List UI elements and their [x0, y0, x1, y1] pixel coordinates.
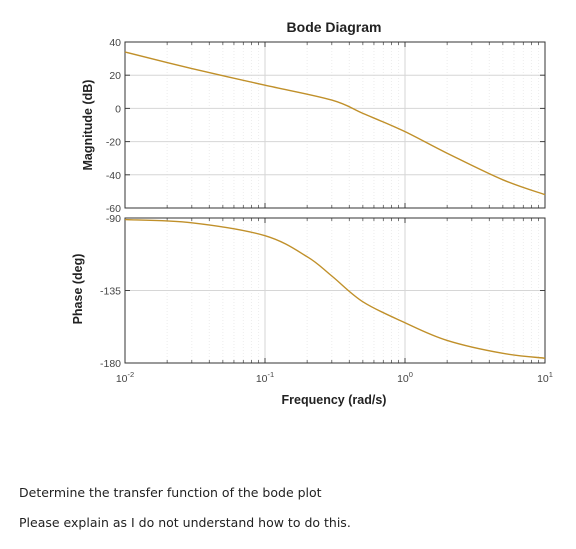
magnitude-y-tick-label: -60	[106, 203, 121, 215]
phase-y-tick-label: -180	[100, 358, 121, 370]
magnitude-axes-box	[124, 41, 546, 209]
magnitude-plot-area	[125, 42, 545, 208]
phase-y-tick-label: -135	[100, 286, 121, 298]
frequency-axis-label: Frequency (rad/s)	[282, 393, 387, 407]
question-line-1: Determine the transfer function of the b…	[19, 485, 322, 500]
phase-series-line	[124, 218, 546, 359]
magnitude-y-tick-label: -20	[106, 137, 121, 149]
magnitude-y-tick-label: 20	[109, 70, 121, 82]
phase-axes-box	[124, 217, 546, 364]
magnitude-y-tick-label: 40	[109, 37, 121, 49]
magnitude-series-line	[124, 51, 546, 196]
magnitude-axis-label: Magnitude (dB)	[81, 80, 95, 171]
magnitude-y-tick-label: 0	[115, 103, 121, 115]
magnitude-y-tick-label: -40	[106, 170, 121, 182]
chart-title: Bode Diagram	[287, 19, 382, 35]
x-tick-label: 10-1	[256, 370, 274, 385]
bode-plot: Bode Diagram Magnitude (dB) Phase (deg) …	[71, 19, 553, 407]
phase-axis-label: Phase (deg)	[71, 254, 85, 325]
phase-y-tick-label: -90	[106, 213, 121, 225]
x-tick-label: 100	[397, 370, 413, 385]
question-line-2: Please explain as I do not understand ho…	[19, 515, 351, 530]
x-tick-label: 101	[537, 370, 553, 385]
x-tick-label: 10-2	[116, 370, 134, 385]
